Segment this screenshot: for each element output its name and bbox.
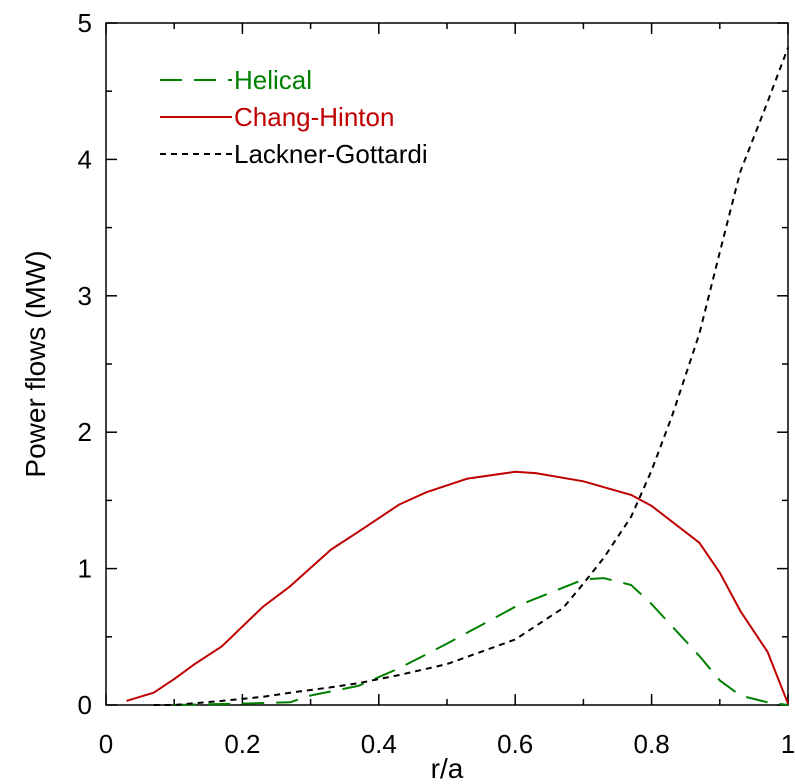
y-tick-label: 2 bbox=[78, 417, 92, 447]
plot-frame bbox=[105, 22, 789, 706]
x-tick-label: 0.6 bbox=[497, 729, 533, 759]
x-tick-label: 0 bbox=[99, 729, 113, 759]
x-tick-label: 1 bbox=[781, 729, 795, 759]
y-tick-label: 4 bbox=[78, 144, 92, 174]
axis-ticks bbox=[105, 22, 789, 706]
y-tick-label: 1 bbox=[78, 554, 92, 584]
y-tick-label: 3 bbox=[78, 281, 92, 311]
series-lines bbox=[126, 47, 789, 706]
legend-label-chang-hinton: Chang-Hinton bbox=[234, 102, 394, 132]
x-tick-label: 0.4 bbox=[361, 729, 397, 759]
series-line-chang-hinton bbox=[126, 470, 789, 704]
y-tick-label: 0 bbox=[78, 690, 92, 720]
legend-label-lackner-gottardi: Lackner-Gottardi bbox=[234, 139, 428, 169]
y-tick-label: 5 bbox=[78, 8, 92, 38]
axis-tick-labels: 0 0.2 0.4 0.6 0.8 1 0 1 2 3 4 5 bbox=[78, 8, 795, 759]
x-tick-label: 0.2 bbox=[224, 729, 260, 759]
series-line-helical bbox=[174, 577, 789, 706]
y-axis-label: Power flows (MW) bbox=[20, 250, 51, 477]
x-tick-label: 0.8 bbox=[634, 729, 670, 759]
x-axis-label: r/a bbox=[431, 753, 464, 784]
legend-label-helical: Helical bbox=[234, 65, 312, 95]
legend: Helical Chang-Hinton Lackner-Gottardi bbox=[160, 65, 428, 169]
